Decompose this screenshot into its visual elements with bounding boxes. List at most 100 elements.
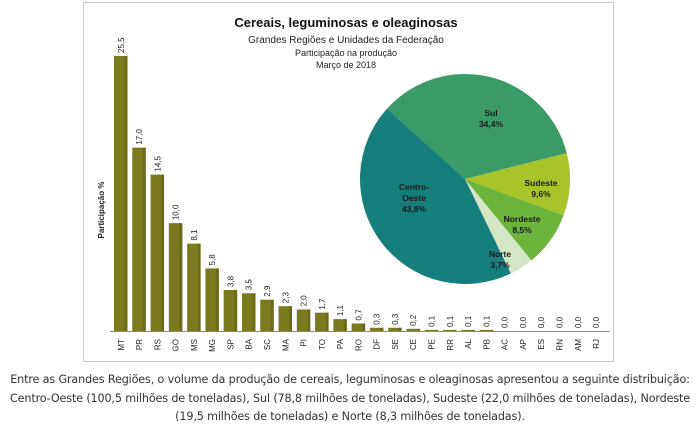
category-label-pb: PB <box>482 339 491 350</box>
value-label-pe: 0,1 <box>428 315 437 327</box>
bar-mt <box>114 56 128 331</box>
bar-pb <box>479 329 494 331</box>
value-label-df: 0,3 <box>373 313 382 325</box>
value-label-ms: 8,1 <box>190 229 199 241</box>
category-label-se: SE <box>391 339 400 350</box>
value-label-rn: 0,0 <box>555 316 564 328</box>
category-label-pr: PR <box>135 339 144 350</box>
bar-shade-pr <box>142 147 146 331</box>
bar-pa <box>333 319 347 331</box>
bar-shade-rr <box>453 329 457 331</box>
category-label-pa: PA <box>336 338 345 349</box>
category-label-pi: PI <box>300 339 309 347</box>
bar-ce <box>406 328 420 331</box>
category-label-rn: RN <box>555 339 564 351</box>
bar-shade-ba <box>252 293 256 331</box>
category-label-am: AM <box>574 339 583 351</box>
chart-caption: Entre as Grandes Regiões, o volume da pr… <box>10 373 690 423</box>
category-label-ap: AP <box>519 339 528 350</box>
category-label-rr: RR <box>446 339 455 351</box>
value-label-ac: 0,0 <box>501 316 510 328</box>
bar-shade-sc <box>270 299 274 331</box>
bar-shade-se <box>398 327 402 331</box>
value-label-ro: 0,7 <box>354 309 363 321</box>
bar-shade-pa <box>343 319 347 331</box>
bar-df <box>369 327 384 331</box>
bar-sp <box>223 290 238 331</box>
pie-label-line: 34,4% <box>479 119 504 129</box>
value-label-se: 0,3 <box>391 313 400 325</box>
category-label-rj: RJ <box>592 339 601 349</box>
pie-label-line: 3,7% <box>490 260 510 270</box>
chart-subtitle-date: Março de 2018 <box>316 60 376 70</box>
bar-ba <box>241 293 256 331</box>
category-label-ro: RO <box>354 339 363 351</box>
category-label-mt: MT <box>117 339 126 351</box>
category-label-ce: CE <box>409 339 418 350</box>
bar-series: 25,5 MT 17,0 PR 14,5 RS 10,0 GO 8,1 MS 5,8 MG 3,8 SP 3… <box>114 37 601 352</box>
bar-shade-ce <box>416 328 420 331</box>
pie-label-sudeste: Sudeste 9,6% <box>524 178 557 199</box>
bar-rs <box>150 174 165 331</box>
pie-label-line: Norte <box>489 249 511 259</box>
pie-label-line: Sul <box>484 108 497 118</box>
value-label-mg: 5,8 <box>208 254 217 266</box>
value-label-al: 0,1 <box>464 315 473 327</box>
pie-slice-norte <box>465 179 532 274</box>
value-label-pi: 2,0 <box>300 295 309 307</box>
value-label-rr: 0,1 <box>446 315 455 327</box>
category-label-ba: BA <box>245 338 254 349</box>
value-label-rs: 14,5 <box>153 156 162 172</box>
bar-shade-pb <box>490 329 494 331</box>
bar-shade-rs <box>161 174 165 331</box>
chart-canvas: Cereais, leguminosas e oleaginosas Grand… <box>97 15 610 352</box>
bar-shade-go <box>179 223 183 331</box>
bar-pe <box>424 329 439 331</box>
bar-pi <box>296 309 311 331</box>
pie-label-line: Oeste <box>402 193 426 203</box>
pie-slice-sudeste <box>465 153 570 216</box>
bar-shade-pe <box>435 329 439 331</box>
bar-shade-sp <box>234 290 238 331</box>
pie-label-line: 43,9% <box>402 204 427 214</box>
category-label-ac: AC <box>501 339 510 350</box>
pie-label-norte: Norte 3,7% <box>489 249 511 270</box>
value-label-rj: 0,0 <box>592 316 601 328</box>
value-label-sc: 2,9 <box>263 285 272 297</box>
value-label-sp: 3,8 <box>226 275 235 287</box>
chart-subtitle: Grandes Regiões e Unidades da Federação <box>248 35 444 46</box>
bar-al <box>461 329 475 331</box>
bar-to <box>315 312 329 331</box>
y-axis-label: Participação % <box>97 182 106 239</box>
value-label-ap: 0,0 <box>519 316 528 328</box>
category-label-es: ES <box>537 339 546 350</box>
bar-shade-to <box>325 312 329 331</box>
pie-label-centro-oeste: Centro-Oeste 43,9% <box>399 182 429 214</box>
category-label-to: TO <box>318 339 327 350</box>
value-label-am: 0,0 <box>574 316 583 328</box>
pie-label-line: Nordeste <box>504 214 541 224</box>
category-label-pe: PE <box>428 339 437 350</box>
bar-mg <box>205 268 219 331</box>
pie-label-line: 9,6% <box>531 189 551 199</box>
value-label-mt: 25,5 <box>117 37 126 53</box>
pie-label-line: Sudeste <box>524 178 557 188</box>
bar-shade-mt <box>124 56 128 331</box>
pie-chart: Sul 34,4% Sudeste 9,6% Nordeste 8,5% Norte 3,7%… <box>360 74 570 284</box>
value-label-to: 1,7 <box>318 298 327 310</box>
pie-label-line: 8,5% <box>512 225 532 235</box>
bar-ro <box>351 323 366 331</box>
value-label-pr: 17,0 <box>135 129 144 145</box>
category-label-ms: MS <box>190 339 199 351</box>
pie-slice-nordeste <box>465 179 564 261</box>
category-label-al: AL <box>464 338 473 348</box>
category-label-sp: SP <box>226 339 235 350</box>
bar-rr <box>443 329 457 331</box>
category-label-mg: MG <box>208 339 217 352</box>
pie-label-line: Centro- <box>399 182 429 192</box>
value-label-ba: 3,5 <box>245 279 254 291</box>
category-label-ma: MA <box>281 338 290 351</box>
category-label-go: GO <box>172 339 181 351</box>
bar-shade-mg <box>215 268 219 331</box>
bar-shade-ro <box>362 323 366 331</box>
